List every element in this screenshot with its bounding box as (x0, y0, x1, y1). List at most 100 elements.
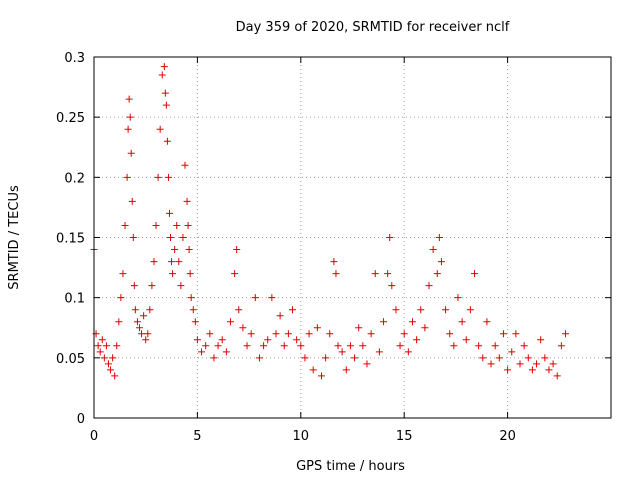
data-point (322, 354, 330, 362)
data-point (125, 95, 133, 103)
data-point (388, 282, 396, 290)
data-point (164, 173, 172, 181)
data-points (90, 63, 570, 380)
data-point (102, 342, 110, 350)
data-point (173, 221, 181, 229)
data-point (280, 342, 288, 350)
data-point (185, 246, 193, 254)
data-point (260, 342, 268, 350)
data-point (181, 161, 189, 169)
data-point (446, 330, 454, 338)
data-point (524, 354, 532, 362)
axis-ticks: 0 0.05 0.1 0.15 0.2 0.25 0.3 0 5 10 15 20 (56, 51, 611, 444)
data-point (150, 258, 158, 266)
data-point (417, 306, 425, 314)
data-point (158, 71, 166, 79)
data-point (437, 258, 445, 266)
x-tick-label: 10 (293, 429, 310, 444)
data-point (126, 113, 134, 121)
data-point (179, 234, 187, 241)
data-point (165, 209, 173, 217)
data-point (191, 318, 199, 326)
data-point (98, 336, 106, 344)
x-tick-label: 0 (90, 429, 98, 444)
data-point (408, 318, 416, 326)
y-tick-label: 0.2 (64, 171, 85, 186)
data-point (413, 336, 421, 344)
data-point (171, 246, 179, 254)
data-point (109, 354, 117, 362)
data-point (119, 270, 127, 278)
data-point (346, 342, 354, 350)
data-point (533, 360, 541, 368)
data-point (198, 348, 206, 356)
data-point (363, 360, 371, 368)
data-point (177, 282, 185, 290)
y-tick-label: 0.05 (56, 352, 85, 367)
data-point (435, 234, 443, 241)
data-point (557, 342, 565, 350)
data-point (380, 318, 388, 326)
data-point (462, 336, 470, 344)
y-tick-label: 0.15 (56, 232, 85, 247)
data-point (115, 318, 123, 326)
data-point (138, 330, 146, 338)
data-point (124, 125, 132, 133)
data-point (512, 330, 520, 338)
data-point (231, 270, 239, 278)
data-point (167, 234, 175, 241)
data-point (268, 294, 276, 302)
data-point (326, 330, 334, 338)
data-point (458, 318, 466, 326)
data-point (508, 348, 516, 356)
data-point (146, 306, 154, 314)
chart-title: Day 359 of 2020, SRMTID for receiver ncl… (236, 20, 510, 35)
data-point (483, 318, 491, 326)
data-point (206, 330, 214, 338)
data-point (317, 372, 325, 380)
data-point (396, 342, 404, 350)
data-point (475, 342, 483, 350)
data-point (123, 173, 131, 181)
data-point (251, 294, 259, 302)
data-point (161, 89, 169, 97)
data-point (100, 354, 108, 362)
data-point (301, 354, 309, 362)
data-point (226, 318, 234, 326)
data-point (210, 354, 218, 362)
data-point (276, 312, 284, 320)
data-point (549, 360, 557, 368)
y-tick-label: 0 (77, 412, 85, 427)
data-point (235, 306, 243, 314)
data-point (454, 294, 462, 302)
data-point (128, 197, 136, 205)
y-axis-label: SRMTID / TECUs (7, 185, 22, 290)
data-point (338, 348, 346, 356)
data-point (154, 173, 162, 181)
data-point (121, 221, 129, 229)
data-point (355, 324, 363, 332)
data-point (133, 318, 141, 326)
data-point (450, 342, 458, 350)
data-point (392, 306, 400, 314)
data-point (94, 342, 102, 350)
data-point (297, 342, 305, 350)
data-point (495, 354, 503, 362)
data-point (313, 324, 321, 332)
data-point (148, 282, 156, 290)
data-point (386, 234, 394, 241)
data-point (562, 330, 570, 338)
grid-lines (94, 57, 611, 418)
data-point (175, 258, 183, 266)
data-point (111, 372, 119, 380)
data-point (129, 234, 137, 241)
data-point (491, 342, 499, 350)
data-point (487, 360, 495, 368)
data-point (479, 354, 487, 362)
data-point (305, 330, 313, 338)
data-point (309, 366, 317, 374)
data-point (375, 348, 383, 356)
data-point (520, 342, 528, 350)
data-point (537, 336, 545, 344)
